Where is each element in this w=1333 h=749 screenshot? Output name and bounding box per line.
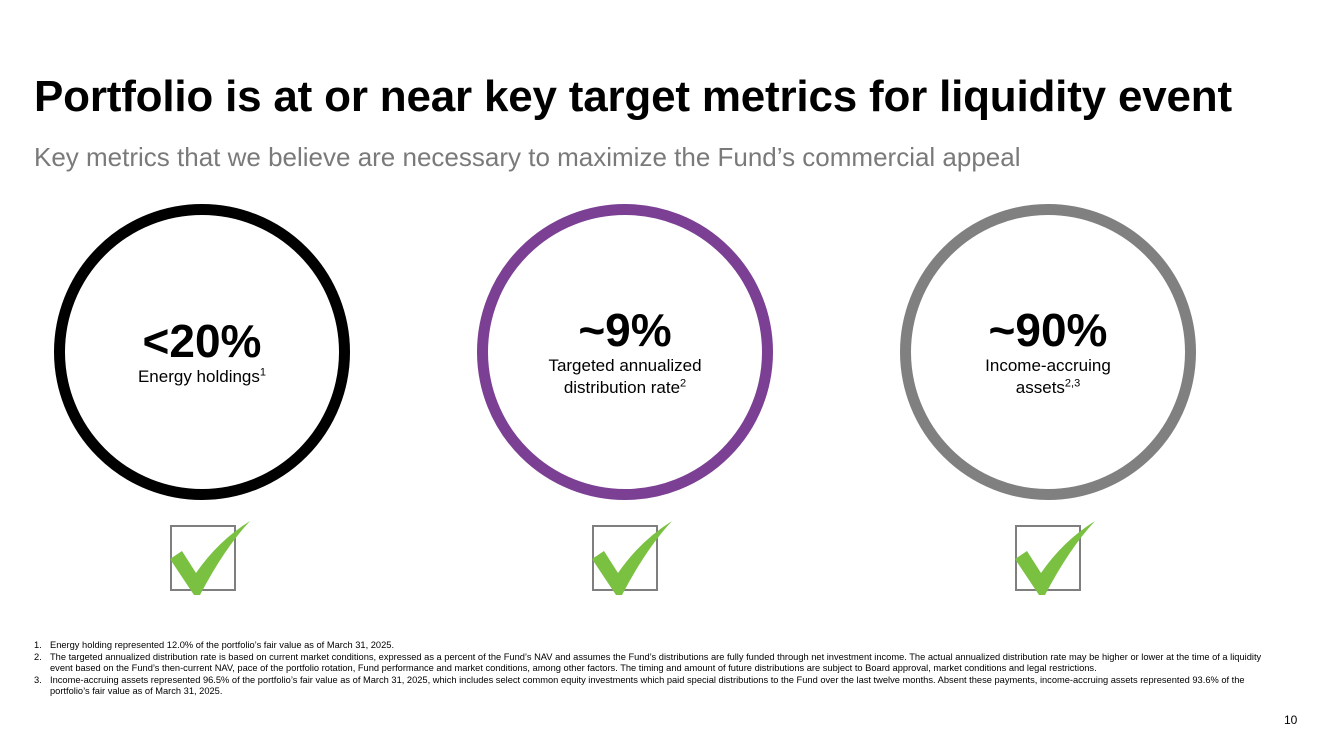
checkmark-icon [170, 521, 250, 595]
page-title: Portfolio is at or near key target metri… [34, 72, 1232, 121]
metric-content: ~9% Targeted annualized distribution rat… [477, 204, 773, 500]
footnote-3: 3. Income-accruing assets represented 96… [34, 675, 1264, 698]
metric-energy-holdings: <20% Energy holdings1 [54, 204, 350, 500]
footnotes: 1. Energy holding represented 12.0% of t… [34, 640, 1264, 698]
footnote-number: 3. [34, 674, 42, 685]
metric-value: ~9% [578, 304, 672, 356]
checkmark-icon [1015, 521, 1095, 595]
metric-content: <20% Energy holdings1 [54, 204, 350, 500]
metric-label: Income-accruing assets2,3 [973, 355, 1123, 399]
metric-ring [54, 204, 350, 500]
metric-value: <20% [142, 315, 262, 367]
footnote-text: The targeted annualized distribution rat… [50, 651, 1262, 674]
footnote-ref: 2,3 [1064, 377, 1081, 390]
metric-income-accruing-assets: ~90% Income-accruing assets2,3 [900, 204, 1196, 500]
metric-ring [477, 204, 773, 500]
page-subtitle: Key metrics that we believe are necessar… [34, 142, 1021, 172]
checkbox-income-accruing-assets [1015, 521, 1095, 595]
metric-value: ~90% [988, 304, 1108, 356]
footnote-1: 1. Energy holding represented 12.0% of t… [34, 640, 1264, 652]
page-number: 10 [1284, 713, 1298, 727]
footnote-ref: 1 [259, 366, 267, 379]
footnote-ref: 2 [680, 377, 687, 390]
metric-label: Energy holdings1 [102, 366, 302, 388]
footnote-text: Income-accruing assets represented 96.5%… [50, 674, 1245, 697]
metric-label: Targeted annualized distribution rate2 [525, 355, 725, 399]
footnote-text: Energy holding represented 12.0% of the … [50, 640, 395, 650]
footnote-number: 2. [34, 651, 42, 662]
metric-label-text: Targeted annualized distribution rate [548, 356, 702, 397]
checkbox-distribution-rate [592, 521, 672, 595]
metric-content: ~90% Income-accruing assets2,3 [900, 204, 1196, 500]
footnote-2: 2. The targeted annualized distribution … [34, 652, 1264, 675]
metric-label-text: Energy holdings [137, 367, 260, 386]
metric-label-text: Income-accruing assets [985, 356, 1111, 397]
footnote-number: 1. [34, 640, 42, 650]
checkbox-energy-holdings [170, 521, 250, 595]
metric-ring [900, 204, 1196, 500]
metric-distribution-rate: ~9% Targeted annualized distribution rat… [477, 204, 773, 500]
checkmark-icon [592, 521, 672, 595]
